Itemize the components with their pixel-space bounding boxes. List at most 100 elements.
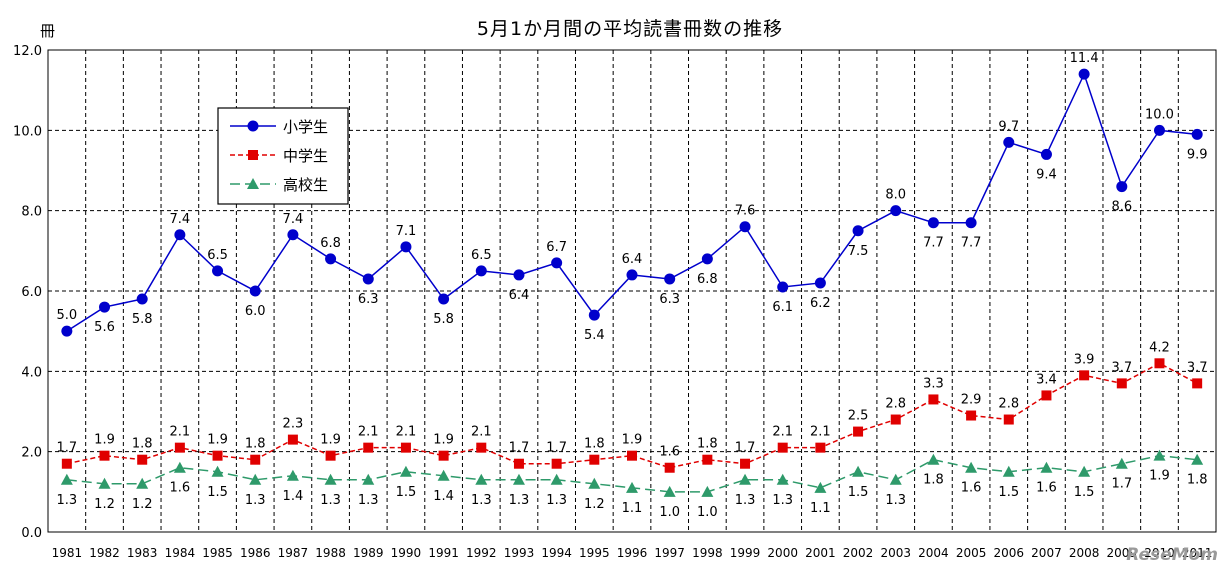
data-label: 1.6	[1036, 481, 1057, 496]
data-point	[551, 458, 562, 469]
data-point	[1116, 378, 1127, 389]
data-point	[853, 426, 864, 437]
data-label: 6.5	[471, 248, 492, 263]
x-tick-label: 1996	[617, 546, 648, 560]
data-point	[400, 442, 411, 453]
x-tick-label: 2003	[880, 546, 911, 560]
data-point	[890, 414, 901, 425]
data-point	[61, 458, 72, 469]
data-point	[927, 453, 940, 465]
data-point	[701, 253, 713, 265]
data-point	[1078, 465, 1091, 477]
data-label: 1.2	[132, 497, 153, 512]
data-point	[399, 465, 412, 477]
data-label: 1.7	[56, 441, 77, 456]
data-point	[250, 454, 261, 465]
data-label: 5.0	[56, 308, 77, 323]
data-point	[1192, 378, 1203, 389]
data-point	[664, 273, 676, 285]
data-point	[60, 473, 73, 485]
data-label: 3.4	[1036, 372, 1057, 387]
data-point	[1153, 449, 1166, 461]
y-axis-ticks: 0.0 2.0 4.0 6.0 8.0 10.0 12.0	[13, 44, 42, 541]
data-label: 1.1	[810, 501, 831, 516]
data-point	[136, 477, 149, 489]
data-label: 2.8	[998, 397, 1019, 412]
data-label: 7.7	[961, 236, 982, 251]
data-point	[1115, 457, 1128, 469]
data-point	[325, 253, 337, 265]
data-label: 3.7	[1187, 360, 1208, 375]
data-label: 6.3	[659, 292, 680, 307]
data-label: 1.5	[1074, 485, 1095, 500]
x-tick-label: 1992	[466, 546, 497, 560]
x-tick-label: 2006	[994, 546, 1025, 560]
data-label: 1.9	[207, 433, 228, 448]
data-point	[1040, 148, 1052, 160]
data-label: 6.2	[810, 296, 831, 311]
data-point	[1003, 136, 1015, 148]
data-label: 7.7	[923, 236, 944, 251]
data-point	[702, 454, 713, 465]
data-label: 6.0	[245, 304, 266, 319]
data-point	[363, 442, 374, 453]
data-point	[400, 241, 412, 253]
data-point	[927, 217, 939, 229]
data-label: 1.3	[509, 493, 530, 508]
y-tick-label: 10.0	[13, 124, 42, 139]
data-point	[287, 434, 298, 445]
data-point	[286, 469, 299, 481]
data-label: 5.8	[433, 312, 454, 327]
x-tick-label: 2002	[843, 546, 874, 560]
legend-box	[217, 107, 349, 205]
data-point	[211, 465, 224, 477]
data-label: 1.6	[961, 481, 982, 496]
x-tick-label: 2004	[918, 546, 949, 560]
x-tick-label: 2000	[767, 546, 798, 560]
data-point	[852, 225, 864, 237]
data-label: 2.5	[848, 409, 869, 424]
x-tick-label: 1991	[428, 546, 459, 560]
data-point	[362, 273, 374, 285]
data-label: 1.8	[923, 473, 944, 488]
data-point	[212, 265, 224, 277]
data-label: 1.8	[245, 437, 266, 452]
data-point	[174, 229, 186, 241]
data-point	[476, 442, 487, 453]
data-label: 6.1	[772, 300, 793, 315]
data-point	[212, 450, 223, 461]
data-point	[99, 301, 111, 313]
data-label: 1.0	[697, 505, 718, 520]
x-tick-label: 1997	[654, 546, 685, 560]
data-label: 9.7	[998, 119, 1019, 134]
data-point	[589, 454, 600, 465]
data-label: 1.3	[245, 493, 266, 508]
data-label: 1.3	[471, 493, 492, 508]
data-label: 3.9	[1074, 352, 1095, 367]
data-point	[249, 473, 262, 485]
legend-item: 高校生	[230, 176, 328, 194]
data-point	[627, 450, 637, 461]
data-point	[1153, 124, 1165, 136]
data-label: 7.1	[396, 224, 417, 239]
data-point	[249, 285, 261, 297]
data-point	[1003, 414, 1014, 425]
data-point	[551, 257, 563, 269]
data-point	[777, 442, 788, 453]
data-label: 6.4	[622, 252, 643, 267]
data-label: 2.1	[772, 425, 793, 440]
data-point	[513, 458, 524, 469]
data-point	[1116, 181, 1128, 193]
data-label: 7.5	[848, 244, 869, 259]
y-axis-unit-label: 冊	[40, 22, 55, 40]
data-label: 1.4	[283, 489, 304, 504]
data-label: 1.5	[998, 485, 1019, 500]
data-point	[1191, 128, 1203, 140]
x-tick-label: 1981	[52, 546, 83, 560]
data-label: 1.5	[396, 485, 417, 500]
legend-label: 小学生	[283, 118, 328, 136]
x-tick-label: 2005	[956, 546, 987, 560]
